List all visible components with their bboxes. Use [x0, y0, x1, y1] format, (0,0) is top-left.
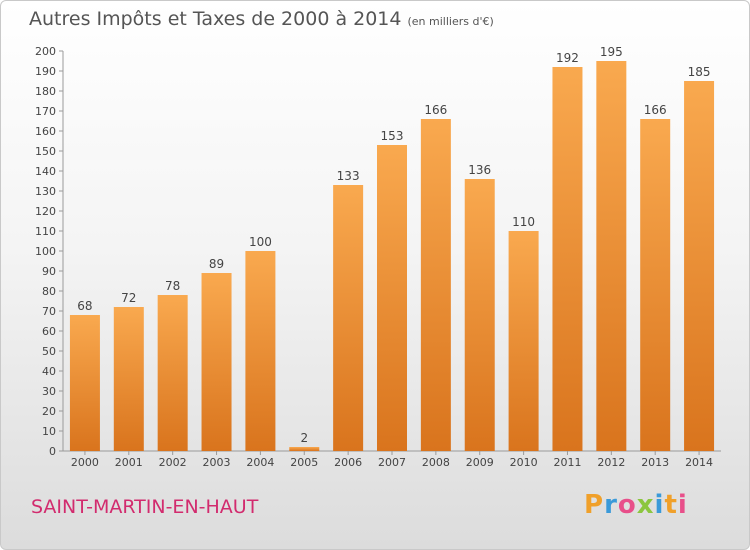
proxiti-logo: Proxiti	[584, 490, 688, 520]
x-tick-label: 2001	[115, 456, 143, 469]
x-tick-label: 2003	[203, 456, 231, 469]
y-tick-label: 10	[42, 425, 56, 438]
bar-2000	[69, 315, 100, 451]
bar-2010	[508, 231, 539, 451]
x-tick-label: 2011	[553, 456, 581, 469]
bar-2007	[377, 145, 407, 451]
data-label-2007: 153	[381, 129, 404, 143]
data-label-2012: 195	[600, 45, 623, 59]
bar-2013	[640, 119, 671, 451]
data-label-2006: 133	[337, 169, 360, 183]
x-tick-label: 2013	[641, 456, 669, 469]
y-tick-label: 180	[35, 85, 56, 98]
data-label-2011: 192	[556, 51, 579, 65]
data-label-2004: 100	[249, 235, 272, 249]
bar-2009	[464, 179, 495, 451]
data-label-2002: 78	[165, 279, 180, 293]
x-axis: 2000 2001 2002 2003 2004 2005 2006 2007 2008 2009…	[63, 450, 721, 469]
x-tick-label: 2007	[378, 456, 406, 469]
bar-2001	[113, 307, 144, 451]
x-tick-label: 2009	[466, 456, 494, 469]
y-tick-label: 130	[35, 185, 56, 198]
y-tick-label: 160	[35, 125, 56, 138]
x-tick-label: 2006	[334, 456, 362, 469]
x-tick-label: 2004	[246, 456, 274, 469]
y-tick-label: 30	[42, 385, 56, 398]
y-tick-label: 20	[42, 405, 56, 418]
bar-2005	[289, 447, 320, 451]
x-tick-label: 2005	[290, 456, 318, 469]
data-label-2010: 110	[512, 215, 535, 229]
y-tick-label: 90	[42, 265, 56, 278]
y-tick-label: 120	[35, 205, 56, 218]
chart-title-text: Autres Impôts et Taxes de 2000 à 2014	[29, 8, 402, 30]
data-label-2001: 72	[121, 291, 136, 305]
y-tick-label: 40	[42, 365, 56, 378]
x-tick-label: 2012	[597, 456, 625, 469]
y-tick-label: 80	[42, 285, 56, 298]
y-tick-label: 170	[35, 105, 56, 118]
y-tick-label: 110	[35, 225, 56, 238]
bar-2006	[333, 185, 364, 451]
bar-2004	[245, 251, 276, 451]
y-axis: 0 10 20 30 40 50 60 70 80 90 100 110 120 130 140 150 160…	[35, 45, 64, 458]
y-tick-label: 190	[35, 65, 56, 78]
data-labels: 68 72 78 89 100 2 133 153 166 136 110 192 195 166 185	[77, 45, 710, 445]
bar-2002	[157, 295, 188, 451]
y-tick-label: 150	[35, 145, 56, 158]
bar-2014	[684, 81, 715, 451]
data-label-2003: 89	[209, 257, 224, 271]
x-tick-label: 2014	[685, 456, 713, 469]
x-tick-label: 2002	[159, 456, 187, 469]
x-tick-label: 2008	[422, 456, 450, 469]
x-tick-label: 2010	[510, 456, 538, 469]
data-label-2009: 136	[468, 163, 491, 177]
data-label-2005: 2	[300, 431, 308, 445]
y-tick-label: 100	[35, 245, 56, 258]
data-label-2014: 185	[688, 65, 711, 79]
data-label-2013: 166	[644, 103, 667, 117]
chart-title: Autres Impôts et Taxes de 2000 à 2014 (en…	[29, 8, 494, 30]
y-tick-label: 50	[42, 345, 56, 358]
data-label-2000: 68	[77, 299, 92, 313]
bar-2008	[420, 119, 451, 451]
bar-2003	[201, 273, 232, 451]
bars	[69, 61, 715, 451]
y-tick-label: 200	[35, 45, 56, 58]
y-tick-label: 70	[42, 305, 56, 318]
chart-subtitle: (en milliers d'€)	[407, 15, 494, 28]
y-tick-label: 0	[49, 445, 56, 458]
bar-2011	[552, 67, 583, 451]
y-tick-label: 60	[42, 325, 56, 338]
x-tick-label: 2000	[71, 456, 99, 469]
y-tick-label: 140	[35, 165, 56, 178]
data-label-2008: 166	[424, 103, 447, 117]
commune-name: SAINT-MARTIN-EN-HAUT	[31, 496, 259, 518]
bar-2012	[596, 61, 627, 451]
